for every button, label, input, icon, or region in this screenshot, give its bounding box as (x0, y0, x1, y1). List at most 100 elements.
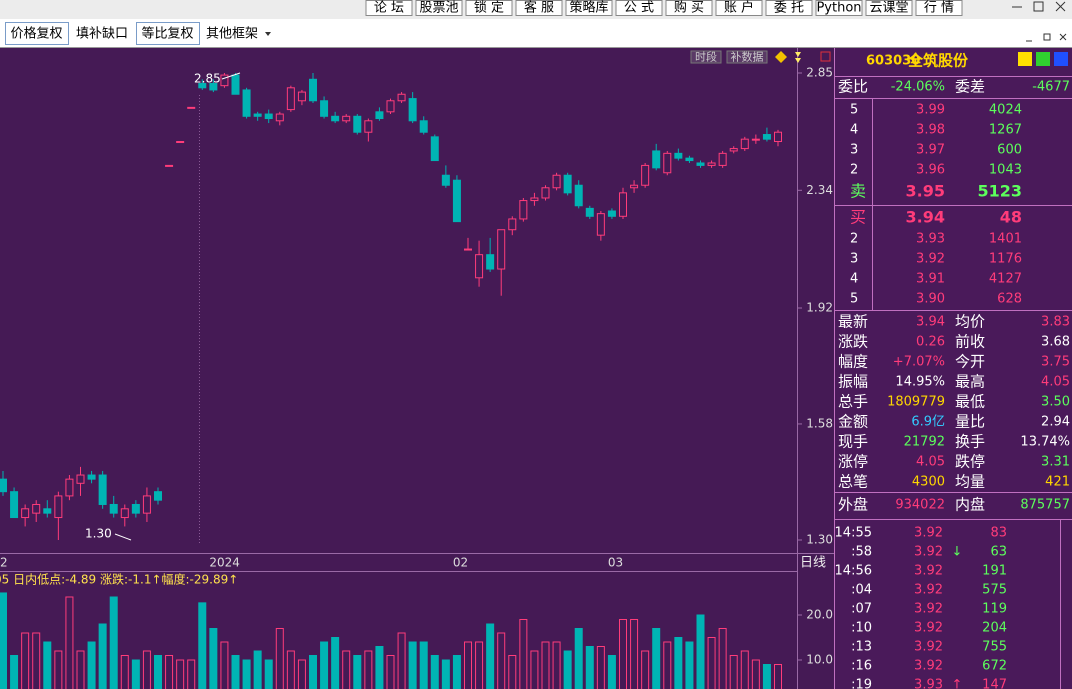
menu-button[interactable] (915, 0, 963, 16)
low-pointer (114, 533, 132, 541)
stock-name: 全筑股份 (907, 52, 969, 70)
candle-body (707, 162, 716, 166)
stat-label: 最低 (955, 393, 985, 411)
menu-label[interactable]: 策略库 (569, 0, 608, 16)
menu-button[interactable] (415, 0, 463, 16)
candle-body (541, 187, 550, 199)
menu-button[interactable] (515, 0, 563, 16)
menu-label[interactable]: 委 托 (774, 1, 804, 16)
toolbar-button[interactable] (5, 22, 69, 45)
ask-volume: 600 (997, 143, 1022, 158)
volume-bar (43, 641, 52, 689)
menu-button[interactable] (465, 0, 513, 16)
toolbar-label[interactable]: 其他框架 (206, 27, 258, 42)
toolbar-label[interactable]: 填补缺口 (76, 27, 128, 42)
high-pointer (221, 72, 241, 80)
y-tick-label: 1.92 (806, 300, 833, 314)
toolbar-label[interactable]: 等比复权 (141, 26, 193, 42)
menu-button[interactable] (865, 0, 913, 16)
chart-button[interactable] (726, 50, 768, 64)
stat-label: 涨停 (838, 453, 868, 471)
menu-label[interactable]: 锁 定 (474, 0, 504, 16)
stat-value: 2.94 (1041, 415, 1070, 430)
ask-price: 3.98 (916, 123, 945, 138)
volume-bar (242, 659, 251, 689)
toolbar-label[interactable]: 价格复权 (10, 26, 62, 42)
stat-value: 3.68 (1041, 335, 1070, 350)
candle-body (563, 174, 572, 194)
trade-price: 3.92 (914, 583, 943, 598)
candle-body (10, 491, 19, 519)
window-controls (1012, 1, 1067, 42)
candle-body (729, 148, 738, 152)
trade-arrow: ↓ (952, 545, 963, 560)
menu-label[interactable]: 行 情 (924, 1, 954, 16)
y-tick-label: 2.85 (806, 66, 833, 80)
menu-button[interactable] (665, 0, 713, 16)
chart-button-label[interactable]: 时段 (695, 50, 717, 64)
menu-button[interactable] (365, 0, 413, 16)
menu-button[interactable] (765, 0, 813, 16)
candle-body (198, 83, 207, 89)
candle-body (397, 93, 406, 102)
volume-bar (154, 655, 162, 689)
menu-label[interactable]: 购 买 (674, 0, 704, 16)
volume-bar (508, 655, 517, 689)
chart-button[interactable] (690, 50, 722, 64)
candle-body (242, 89, 251, 117)
stat-value: 421 (1045, 475, 1070, 490)
candle-body (264, 113, 273, 120)
volume-bar (707, 637, 716, 689)
candle-body (87, 474, 96, 480)
chart-button-label[interactable]: 补数据 (731, 50, 764, 64)
volume-bar (452, 655, 461, 689)
menu-label[interactable]: 股票池 (419, 1, 458, 16)
candle-body (685, 157, 694, 162)
menu-label[interactable]: 公 式 (624, 1, 654, 16)
stat-value: 4.05 (1041, 375, 1070, 390)
field-label: 内盘 (955, 496, 985, 514)
candle-body (65, 478, 74, 497)
x-tick-label: 2 (0, 556, 8, 570)
stat-label: 均量 (955, 473, 985, 491)
volume-bar (718, 628, 727, 689)
menu-button[interactable] (565, 0, 613, 16)
trade-time: 14:55 (835, 526, 872, 541)
y-tick-label: 1.30 (806, 533, 833, 547)
stat-label: 跌停 (955, 453, 985, 471)
volume-bar (76, 650, 85, 689)
candle-body (309, 78, 317, 102)
menu-label[interactable]: 账 户 (724, 0, 754, 16)
candle-body (231, 74, 240, 95)
ask-price: 3.96 (916, 163, 945, 178)
volume-bar (530, 650, 539, 689)
bid-price: 3.92 (916, 252, 945, 267)
candle-body (43, 508, 52, 514)
volume-bar (574, 628, 583, 689)
stat-label: 幅度 (838, 353, 868, 371)
menu-button[interactable] (715, 0, 763, 16)
candle-body (641, 164, 650, 186)
menu-label[interactable]: 客 服 (524, 0, 554, 16)
volume-bar (131, 659, 140, 689)
y-tick-label: 2.34 (806, 183, 833, 197)
candle-body (607, 210, 616, 217)
volume-bar (652, 628, 661, 689)
stat-label: 最新 (838, 313, 868, 331)
volume-bar (331, 637, 340, 689)
candle-body (297, 91, 306, 102)
menu-label[interactable]: 论 坛 (374, 1, 404, 16)
trade-time: 14:56 (835, 564, 872, 579)
trade-price: 3.92 (914, 621, 943, 636)
menu-label[interactable]: 云课堂 (869, 1, 908, 16)
bid-level: 2 (850, 232, 858, 247)
candle-body (131, 503, 140, 514)
menu-label[interactable]: Python (816, 1, 861, 16)
menu-button[interactable] (815, 0, 863, 16)
candle-body (519, 200, 528, 220)
bid-volume: 1401 (989, 232, 1022, 247)
menu-button[interactable] (615, 0, 663, 16)
toolbar-button[interactable] (136, 22, 200, 45)
